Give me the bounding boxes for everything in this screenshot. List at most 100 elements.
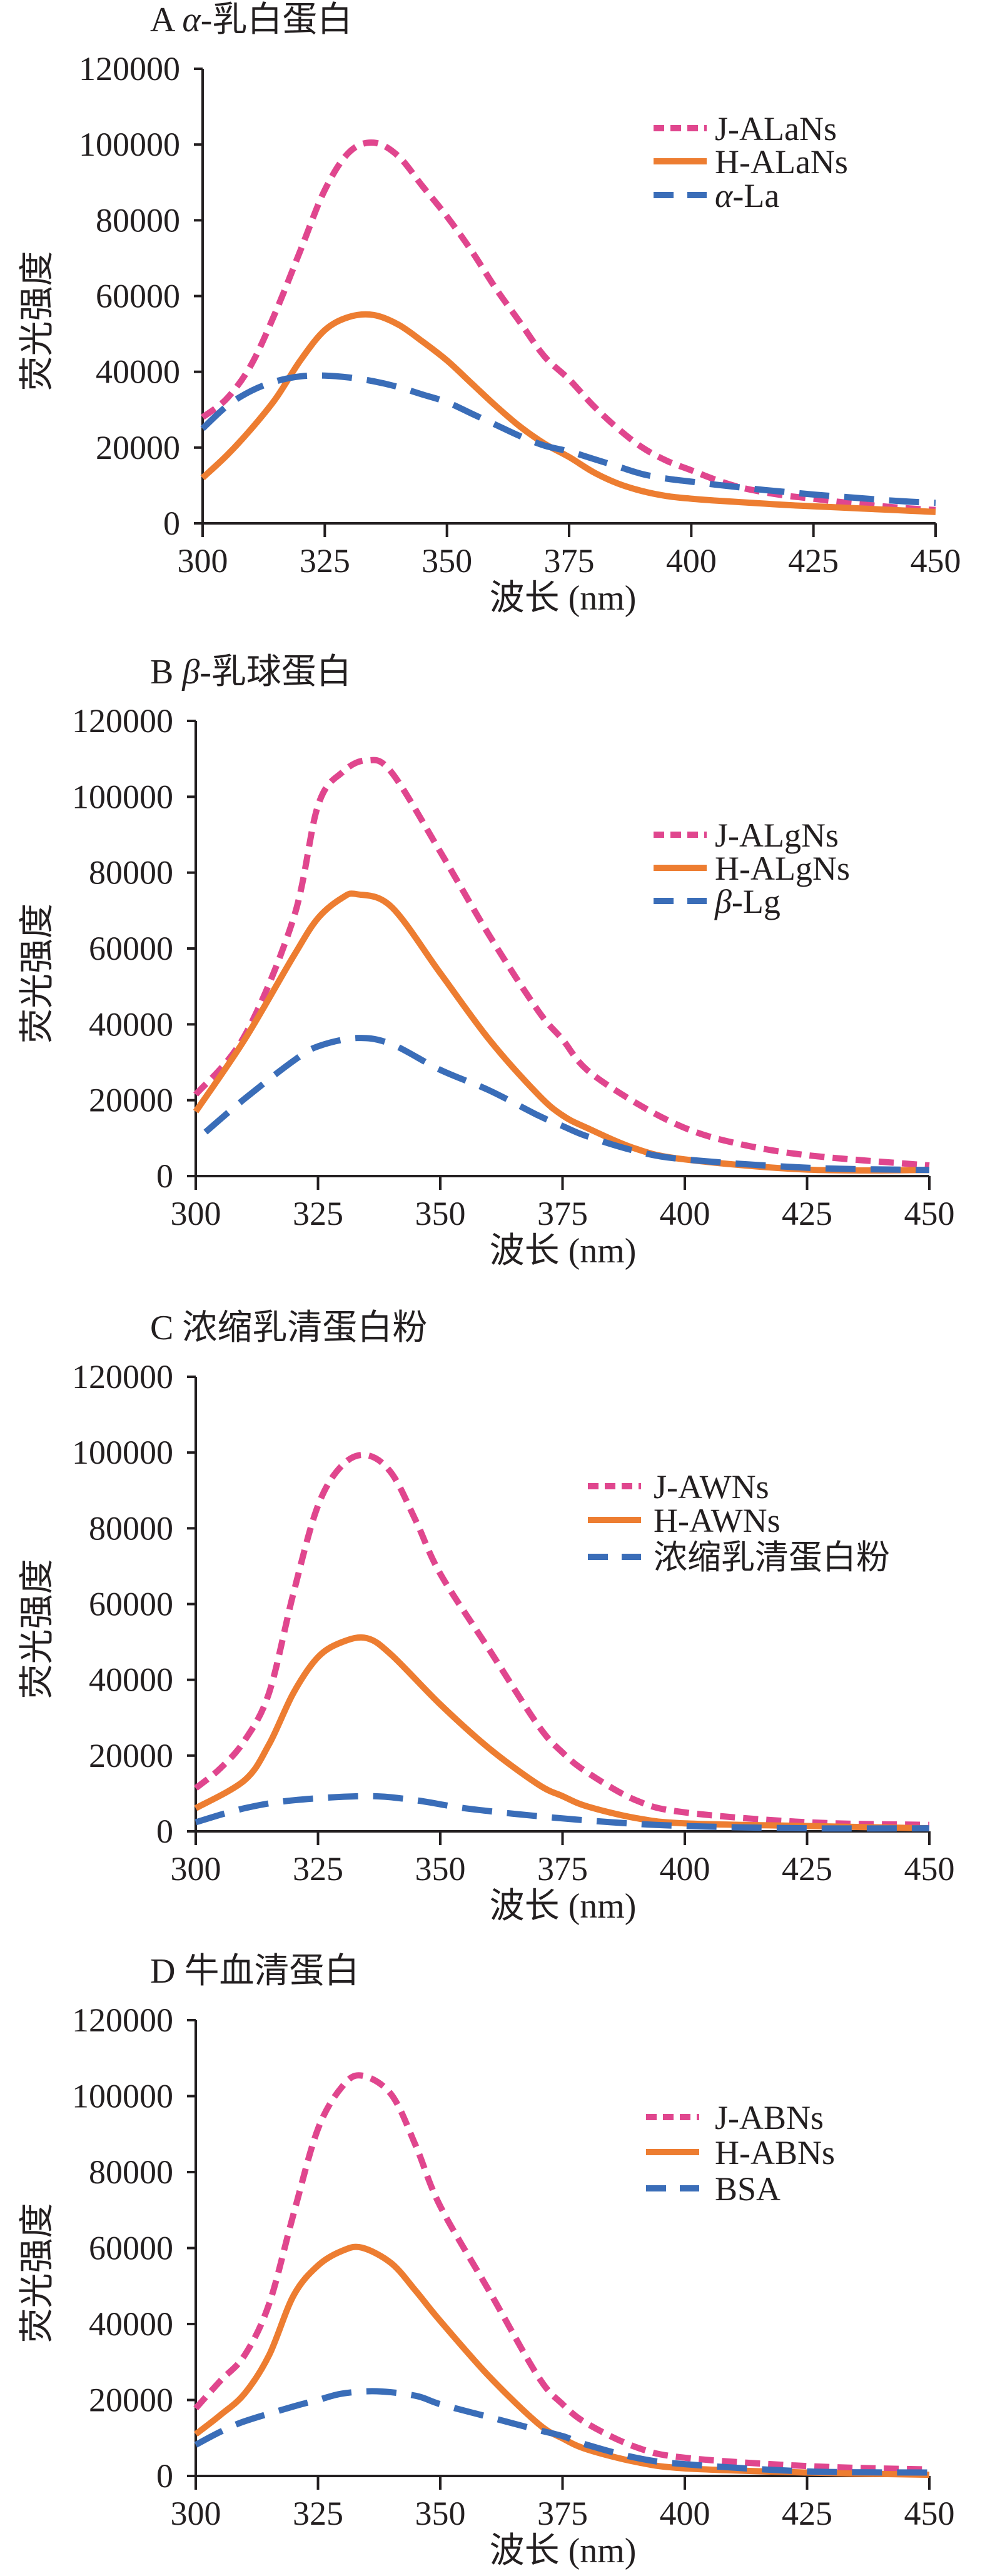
legend-name: -La: [732, 177, 779, 214]
chart-panel-B: B β-乳球蛋白02000040000600008000010000012000…: [18, 653, 955, 1270]
x-tick-label: 425: [782, 2495, 832, 2532]
y-tick-label: 40000: [89, 1661, 173, 1699]
x-tick-label: 400: [660, 1850, 710, 1888]
x-axis-label: 波长 (nm): [490, 2532, 637, 2570]
legend-label: 浓缩乳清蛋白粉: [654, 1539, 890, 1576]
chart-title: A α-乳白蛋白: [150, 1, 352, 39]
y-tick-label: 100000: [72, 2078, 173, 2115]
legend-label: J-ALaNs: [715, 110, 837, 148]
legend-name: H-ABNs: [715, 2134, 835, 2171]
x-tick-label: 350: [415, 1195, 466, 1232]
chart-title: C 浓缩乳清蛋白粉: [150, 1309, 427, 1347]
x-tick-label: 400: [660, 2495, 710, 2532]
x-axis-label: 波长 (nm): [490, 1232, 637, 1270]
y-tick-label: 20000: [96, 429, 180, 466]
legend-name: BSA: [715, 2170, 780, 2208]
legend-label: H-AWNs: [654, 1502, 780, 1539]
y-tick-label: 120000: [72, 2001, 173, 2039]
title-text: -乳白蛋白: [201, 1, 353, 39]
chart-title: D 牛血清蛋白: [150, 1952, 359, 1991]
y-tick-label: 80000: [96, 201, 180, 239]
x-tick-label: 350: [422, 542, 472, 580]
legend-greek: α: [715, 177, 734, 214]
title-greek: α: [182, 1, 201, 39]
legend-label: J-ABNs: [715, 2099, 824, 2136]
legend-name: H-AWNs: [654, 1502, 780, 1539]
x-tick-label: 300: [171, 1850, 221, 1888]
x-tick-label: 325: [293, 2495, 343, 2532]
legend-name: J-ALaNs: [715, 110, 837, 148]
legend-label: β-Lg: [714, 883, 780, 920]
y-tick-label: 40000: [89, 1005, 173, 1043]
legend-label: J-AWNs: [654, 1468, 769, 1506]
legend-label: BSA: [715, 2170, 780, 2208]
series-line-native: [200, 372, 936, 506]
y-tick-label: 0: [156, 1157, 173, 1195]
x-tick-label: 375: [544, 542, 595, 580]
chart-panel-C: C 浓缩乳清蛋白粉 0 20000 40000 60000 80000 100000 1200…: [18, 1309, 955, 1926]
chart-title: B β-乳球蛋白: [150, 653, 351, 692]
title-text: 浓缩乳清蛋白粉: [182, 1309, 427, 1347]
legend-greek: β: [714, 883, 732, 920]
y-tick-label: 40000: [89, 2305, 173, 2343]
x-tick-label: 450: [904, 1850, 955, 1888]
y-tick-label: 100000: [72, 778, 173, 815]
legend-name: H-ALgNs: [715, 850, 850, 887]
x-tick-label: 450: [904, 2495, 955, 2532]
y-tick-label: 0: [163, 505, 180, 542]
y-tick-label: 120000: [72, 702, 173, 740]
series-line-H: [200, 311, 936, 515]
x-axis-label: 波长 (nm): [490, 579, 637, 618]
y-axis-label: 荧光强度: [18, 2203, 57, 2343]
y-tick-label: 60000: [89, 2230, 173, 2267]
x-tick-label: 450: [904, 1195, 955, 1232]
series-line-native: [194, 1793, 930, 1832]
panel-letter: C: [150, 1309, 173, 1347]
x-tick-label: 350: [415, 2495, 466, 2532]
y-axis-label: 荧光强度: [18, 251, 57, 391]
x-tick-label: 325: [293, 1195, 343, 1232]
title-greek: β: [181, 653, 200, 692]
x-tick-label: 375: [537, 1850, 588, 1888]
y-axis-label: 荧光强度: [18, 1559, 57, 1699]
legend-name: -Lg: [732, 883, 780, 920]
series-line-J: [193, 1451, 930, 1828]
series-line-J: [193, 2072, 930, 2473]
x-tick-label: 350: [415, 1850, 466, 1888]
legend-label: J-ALgNs: [715, 817, 839, 854]
y-tick-label: 20000: [89, 1082, 173, 1119]
y-tick-label: 20000: [89, 1737, 173, 1774]
legend-name: J-ALgNs: [715, 817, 839, 854]
series-line-native: [203, 1035, 930, 1174]
x-tick-label: 400: [666, 542, 717, 580]
legend-name: H-ALaNs: [715, 143, 848, 181]
legend-name: J-AWNs: [654, 1468, 769, 1506]
legend-name: J-ABNs: [715, 2099, 824, 2136]
y-tick-label: 80000: [89, 1509, 173, 1547]
y-axis-label: 荧光强度: [18, 903, 57, 1044]
x-tick-label: 300: [171, 1195, 221, 1232]
x-tick-label: 325: [300, 542, 350, 580]
y-tick-label: 60000: [96, 278, 180, 315]
y-tick-label: 0: [156, 2457, 173, 2495]
legend-label: H-ALaNs: [715, 143, 848, 181]
series-line-native: [194, 2388, 930, 2476]
y-tick-label: 120000: [79, 50, 180, 88]
x-axis-label: 波长 (nm): [490, 1887, 637, 1926]
chart-panel-A: A α-乳白蛋白02000040000600008000010000012000…: [18, 1, 961, 618]
x-tick-label: 425: [782, 1850, 832, 1888]
y-tick-label: 120000: [72, 1358, 173, 1396]
x-tick-label: 425: [782, 1195, 832, 1232]
panel-letter: B: [150, 653, 173, 692]
series-line-H: [193, 2243, 930, 2478]
series-line-H: [193, 890, 930, 1174]
y-tick-label: 80000: [89, 854, 173, 892]
series-line-H: [194, 1634, 930, 1832]
y-tick-label: 100000: [72, 1434, 173, 1471]
x-tick-label: 375: [537, 2495, 588, 2532]
legend-label: α-La: [715, 177, 779, 214]
legend-name: 浓缩乳清蛋白粉: [654, 1539, 890, 1576]
title-text: 牛血清蛋白: [184, 1952, 359, 1991]
x-tick-label: 300: [171, 2495, 221, 2532]
